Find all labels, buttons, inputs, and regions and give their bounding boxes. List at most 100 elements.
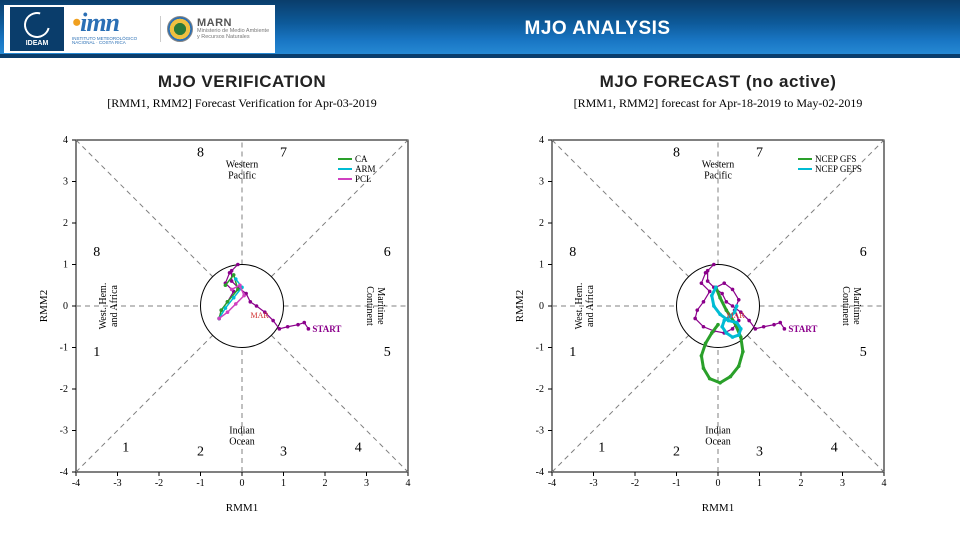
svg-text:-3: -3 [60,426,68,437]
svg-text:3: 3 [756,444,763,459]
imn-logo: •imn INSTITUTO METEOROLÓGICO NACIONAL · … [72,12,152,45]
svg-text:8: 8 [673,146,680,161]
chart-title-right: [RMM1, RMM2] forecast for Apr-18-2019 to… [498,96,938,111]
svg-text:1: 1 [598,440,605,455]
svg-text:3: 3 [539,177,544,188]
svg-text:6: 6 [860,245,867,260]
legend-label: PCL [355,174,372,184]
svg-text:-2: -2 [631,478,639,489]
legend-item: ARM [338,164,376,174]
svg-text:1: 1 [63,260,68,271]
xlabel-right: RMM1 [702,502,734,514]
header-bar: IDEAM •imn INSTITUTO METEOROLÓGICO NACIO… [0,0,960,58]
ideam-swirl-icon [19,7,55,43]
marn-sub2: y Recursos Naturales [197,35,269,41]
svg-text:Continent: Continent [840,286,851,326]
legend-swatch [338,158,352,160]
svg-text:8: 8 [197,146,204,161]
chart-title-left: [RMM1, RMM2] Forecast Verification for A… [22,96,462,111]
svg-text:MAR: MAR [727,311,746,320]
imn-wordmark: •imn [72,12,119,34]
svg-text:START: START [788,324,817,334]
content-row: MJO VERIFICATION [RMM1, RMM2] Forecast V… [0,58,960,540]
svg-text:-3: -3 [589,478,597,489]
svg-text:and Africa: and Africa [109,284,120,326]
svg-text:5: 5 [384,345,391,360]
svg-text:4: 4 [882,478,887,489]
ylabel-right: RMM2 [514,290,526,322]
svg-text:-4: -4 [536,467,544,478]
imn-label: imn [80,8,119,37]
panel-title-right: MJO FORECAST (no active) [600,72,837,92]
ylabel-left: RMM2 [38,290,50,322]
svg-text:Western: Western [226,160,259,171]
svg-text:3: 3 [280,444,287,459]
panel-forecast: MJO FORECAST (no active) [RMM1, RMM2] fo… [490,66,946,530]
el-salvador-shield-icon [167,16,193,42]
svg-text:-1: -1 [672,478,680,489]
svg-text:Maritime: Maritime [851,287,862,325]
legend-right: NCEP GFSNCEP GEFS [798,154,862,174]
svg-text:1: 1 [122,440,129,455]
svg-text:2: 2 [63,218,68,229]
marn-logo: MARN Ministerio de Medio Ambiente y Recu… [160,16,269,42]
svg-text:West. Hem.: West. Hem. [98,283,109,330]
svg-text:5: 5 [860,345,867,360]
svg-text:Ocean: Ocean [229,436,255,447]
imn-subtitle: INSTITUTO METEOROLÓGICO NACIONAL · COSTA… [72,37,152,46]
svg-text:3: 3 [364,478,369,489]
svg-text:3: 3 [63,177,68,188]
xlabel-left: RMM1 [226,502,258,514]
svg-text:1: 1 [281,478,286,489]
legend-swatch [798,158,812,160]
svg-text:West. Hem.: West. Hem. [574,283,585,330]
svg-text:8: 8 [93,245,100,260]
svg-text:0: 0 [539,301,544,312]
svg-text:0: 0 [240,478,245,489]
svg-text:-4: -4 [72,478,80,489]
svg-text:4: 4 [406,478,411,489]
legend-item: NCEP GEFS [798,164,862,174]
svg-text:6: 6 [384,245,391,260]
legend-label: NCEP GEFS [815,164,862,174]
svg-text:4: 4 [539,135,544,146]
panel-verification: MJO VERIFICATION [RMM1, RMM2] Forecast V… [14,66,470,530]
legend-item: PCL [338,174,376,184]
svg-text:MAR: MAR [251,311,270,320]
marn-text: MARN Ministerio de Medio Ambiente y Recu… [197,18,269,40]
svg-text:2: 2 [539,218,544,229]
svg-text:2: 2 [197,444,204,459]
svg-text:1: 1 [539,260,544,271]
svg-text:and Africa: and Africa [585,284,596,326]
svg-text:Indian: Indian [705,425,731,436]
svg-text:7: 7 [756,146,763,161]
svg-text:1: 1 [569,345,576,360]
svg-text:1: 1 [93,345,100,360]
ideam-label: IDEAM [26,40,49,47]
svg-text:Maritime: Maritime [375,287,386,325]
svg-text:4: 4 [355,440,362,455]
svg-text:START: START [312,324,341,334]
legend-label: ARM [355,164,376,174]
svg-text:2: 2 [323,478,328,489]
legend-swatch [338,168,352,170]
svg-text:-1: -1 [60,343,68,354]
svg-text:0: 0 [716,478,721,489]
svg-text:Ocean: Ocean [705,436,731,447]
svg-text:Indian: Indian [229,425,255,436]
svg-text:Continent: Continent [364,286,375,326]
svg-text:Pacific: Pacific [704,171,732,182]
legend-item: CA [338,154,376,164]
logo-strip: IDEAM •imn INSTITUTO METEOROLÓGICO NACIO… [4,5,275,53]
legend-label: NCEP GFS [815,154,856,164]
legend-item: NCEP GFS [798,154,862,164]
svg-text:7: 7 [280,146,287,161]
svg-text:-4: -4 [60,467,68,478]
svg-text:-3: -3 [113,478,121,489]
chart-right: [RMM1, RMM2] forecast for Apr-18-2019 to… [498,96,938,516]
svg-text:-2: -2 [60,384,68,395]
svg-text:-1: -1 [536,343,544,354]
svg-text:-3: -3 [536,426,544,437]
svg-text:0: 0 [63,301,68,312]
svg-text:2: 2 [799,478,804,489]
